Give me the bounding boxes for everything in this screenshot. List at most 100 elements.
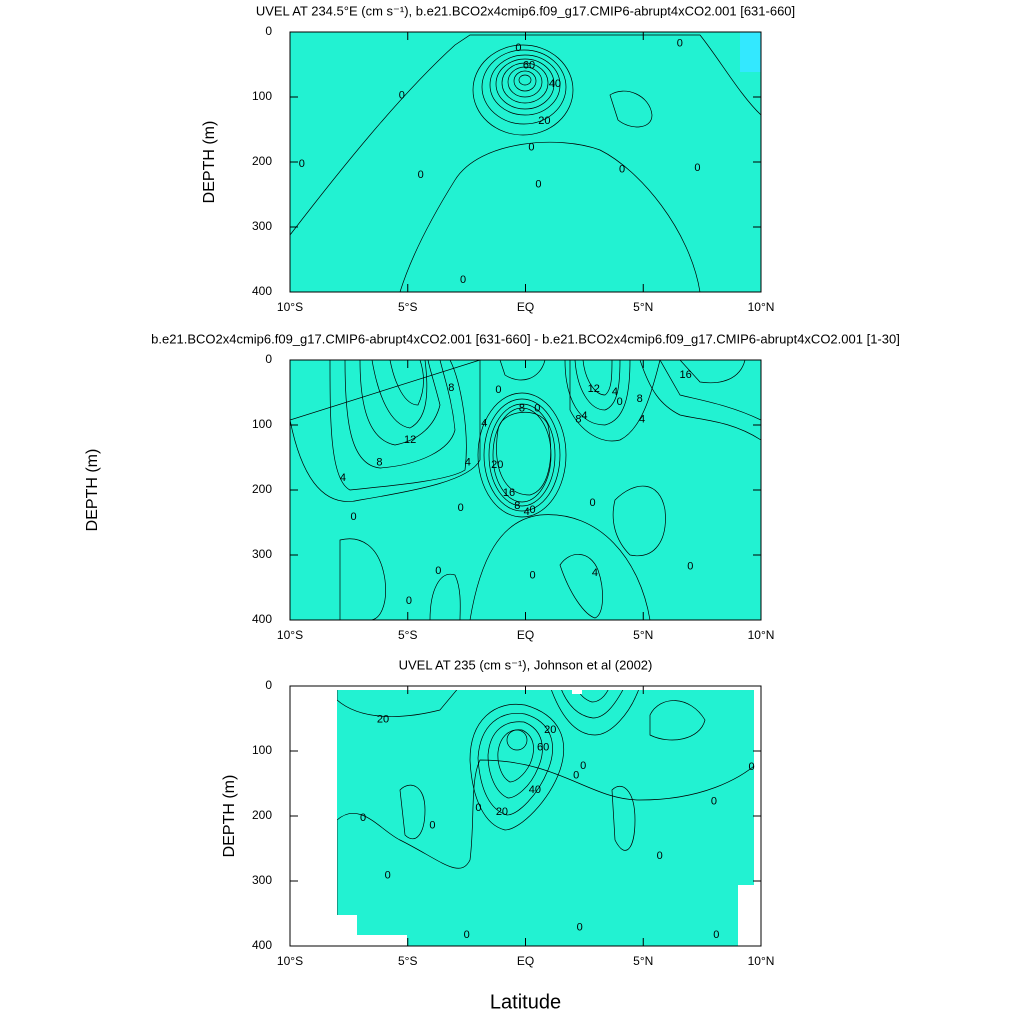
x-tick-label: EQ <box>517 300 534 314</box>
contour-label: 40 <box>549 78 561 90</box>
contour-label: 4 <box>524 506 530 518</box>
contour-label: 0 <box>475 802 481 814</box>
y-tick-label: 100 <box>252 89 272 103</box>
contour-label: 0 <box>617 396 623 408</box>
contour-label: 20 <box>496 806 508 818</box>
y-tick-label: 0 <box>265 352 272 366</box>
contour-field <box>290 360 761 620</box>
y-tick-label: 400 <box>252 612 272 626</box>
contour-label: 0 <box>580 760 586 772</box>
contour-label: 4 <box>481 418 487 430</box>
contour-label: 0 <box>360 812 366 824</box>
contour-label: 0 <box>749 761 755 773</box>
contour-label: 0 <box>713 929 719 941</box>
contour-label: 16 <box>680 369 692 381</box>
x-tick-label: 5°N <box>633 300 653 314</box>
contour-label: 0 <box>399 90 405 102</box>
contour-label: 8 <box>448 382 454 394</box>
contour-label: 0 <box>687 561 693 573</box>
contour-label: 20 <box>544 724 556 736</box>
contour-field <box>290 686 761 946</box>
contour-label: 0 <box>351 511 357 523</box>
contour-label: 0 <box>458 502 464 514</box>
contour-label: 4 <box>465 457 471 469</box>
contour-label: 0 <box>694 162 700 174</box>
contour-label: 60 <box>537 742 549 754</box>
x-tick-label: 5°N <box>633 628 653 642</box>
contour-label: 0 <box>577 922 583 934</box>
contour-field <box>290 32 761 292</box>
contour-label: 0 <box>528 142 534 154</box>
contour-label: 8 <box>376 457 382 469</box>
y-tick-label: 200 <box>252 808 272 822</box>
contour-label: 8 <box>575 414 581 426</box>
y-tick-label: 400 <box>252 284 272 298</box>
contour-label: 0 <box>435 565 441 577</box>
x-tick-label: EQ <box>517 954 534 968</box>
y-axis-label: DEPTH (m) <box>201 121 218 204</box>
contour-label: 20 <box>538 115 550 127</box>
chart-title: b.e21.BCO2x4cmip6.f09_g17.CMIP6-abrupt4x… <box>151 331 900 346</box>
contour-label: 0 <box>460 274 466 286</box>
x-tick-label: 10°N <box>748 954 775 968</box>
contour-label: 12 <box>404 434 416 446</box>
contour-label: 20 <box>377 714 389 726</box>
y-axis-label: DEPTH (m) <box>84 449 101 532</box>
contour-label: 40 <box>529 784 541 796</box>
contour-label: 0 <box>429 820 435 832</box>
x-tick-label: 5°N <box>633 954 653 968</box>
contour-label: 0 <box>534 403 540 415</box>
contour-label: 0 <box>590 497 596 509</box>
y-tick-label: 300 <box>252 873 272 887</box>
x-tick-label: 10°S <box>277 954 303 968</box>
contour-label: 0 <box>495 384 501 396</box>
contour-label: 4 <box>592 567 598 579</box>
x-tick-label: 10°S <box>277 628 303 642</box>
contour-label: 0 <box>515 42 521 54</box>
x-tick-label: 5°S <box>398 300 417 314</box>
x-tick-label: 10°N <box>748 628 775 642</box>
contour-label: 8 <box>637 393 643 405</box>
chart-title: UVEL AT 235 (cm s⁻¹), Johnson et al (200… <box>399 657 653 672</box>
contour-label: 0 <box>418 169 424 181</box>
chart-title: UVEL AT 234.5°E (cm s⁻¹), b.e21.BCO2x4cm… <box>256 3 795 18</box>
contour-label: 0 <box>657 850 663 862</box>
contour-label: 4 <box>340 472 346 484</box>
contour-label: 0 <box>464 929 470 941</box>
contour-label: 60 <box>523 60 535 72</box>
contour-label: 8 <box>514 500 520 512</box>
y-tick-label: 0 <box>265 24 272 38</box>
x-tick-label: 10°N <box>748 300 775 314</box>
contour-label: 4 <box>639 414 645 426</box>
contour-label: 0 <box>530 570 536 582</box>
contour-label: 12 <box>588 383 600 395</box>
y-tick-label: 0 <box>265 678 272 692</box>
x-tick-label: 5°S <box>398 954 417 968</box>
contour-label: 0 <box>677 38 683 50</box>
contour-label: 0 <box>619 164 625 176</box>
y-tick-label: 100 <box>252 743 272 757</box>
contour-label: 0 <box>711 796 717 808</box>
contour-label: 0 <box>573 770 579 782</box>
contour-label: 0 <box>535 179 541 191</box>
y-tick-label: 100 <box>252 417 272 431</box>
contour-label: 8 <box>519 403 525 415</box>
y-axis-label: DEPTH (m) <box>221 775 238 858</box>
contour-label: 0 <box>299 158 305 170</box>
x-tick-label: 10°S <box>277 300 303 314</box>
y-tick-label: 300 <box>252 219 272 233</box>
y-tick-label: 200 <box>252 482 272 496</box>
contour-label: 20 <box>491 459 503 471</box>
x-axis-label: Latitude <box>490 991 561 1013</box>
contour-label: 0 <box>385 870 391 882</box>
x-tick-label: EQ <box>517 628 534 642</box>
contour-label: 4 <box>612 386 618 398</box>
contour-label: 0 <box>530 504 536 516</box>
x-tick-label: 5°S <box>398 628 417 642</box>
contour-label: 4 <box>581 410 587 422</box>
contour-label: 0 <box>406 595 412 607</box>
contour-label: 16 <box>503 487 515 499</box>
y-tick-label: 200 <box>252 154 272 168</box>
